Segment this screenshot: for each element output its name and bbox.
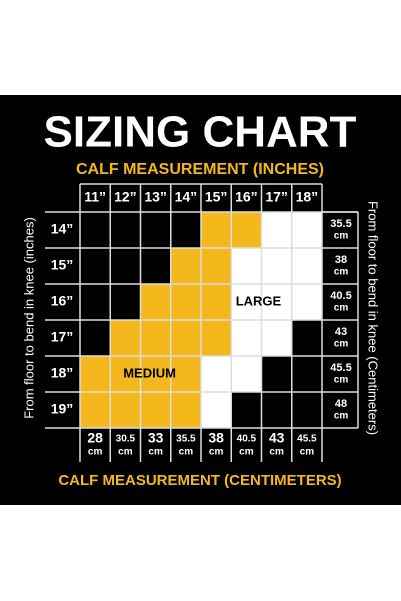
size-cell xyxy=(79,247,111,285)
column-cm-value: 40.5 xyxy=(237,434,257,445)
row-cm-value: 43 xyxy=(335,326,347,338)
size-cell xyxy=(230,283,262,321)
size-label: LARGE xyxy=(236,293,282,308)
row-cm-value: 35.5 xyxy=(330,218,351,230)
row-header: 18” xyxy=(51,365,74,381)
size-cell xyxy=(230,319,262,357)
size-cell xyxy=(140,319,172,357)
size-cell xyxy=(291,211,323,249)
row-header: 17” xyxy=(51,329,74,345)
footer: CALF MEASUREMENT (CENTIMETERS) xyxy=(58,472,341,489)
size-cell xyxy=(230,247,262,285)
size-cell xyxy=(79,211,111,249)
size-cell xyxy=(230,355,262,393)
column-cm-value: 38 xyxy=(208,430,224,446)
size-label: MEDIUM xyxy=(123,365,176,380)
column-header: 18” xyxy=(296,189,319,205)
size-cell xyxy=(140,247,172,285)
row-cm-value: 45.5 xyxy=(330,362,351,374)
size-cell xyxy=(79,283,111,321)
size-cell xyxy=(170,319,202,357)
column-cm-unit: cm xyxy=(118,447,133,458)
size-cell xyxy=(291,355,323,393)
size-cell xyxy=(261,247,293,285)
row-cm-unit: cm xyxy=(334,303,349,314)
column-cm-value: 45.5 xyxy=(297,434,317,445)
grid: 11” 12” 13” 14” 15” 16” 17” 18” 14” 15” 16” 17” 18” 1… xyxy=(45,183,359,462)
size-cell xyxy=(200,211,232,249)
size-cell xyxy=(200,283,232,321)
size-cell xyxy=(261,319,293,357)
column-cm-unit: cm xyxy=(148,447,163,458)
subtitle: CALF MEASUREMENT (INCHES) xyxy=(76,161,324,178)
size-cell xyxy=(140,211,172,249)
size-cell xyxy=(261,391,293,429)
row-header: 16” xyxy=(51,293,74,309)
size-cell xyxy=(109,355,141,393)
row-header: 15” xyxy=(51,257,74,273)
column-header: 13” xyxy=(144,189,167,205)
size-cell xyxy=(79,355,111,393)
column-header: 15” xyxy=(205,189,228,205)
column-header: 12” xyxy=(114,189,137,205)
column-cm-value: 43 xyxy=(269,430,285,446)
size-cell xyxy=(109,211,141,249)
column-header: 11” xyxy=(84,189,106,205)
row-cm-unit: cm xyxy=(334,339,349,350)
size-cell xyxy=(109,391,141,429)
column-cm-value: 33 xyxy=(148,430,164,446)
size-cell xyxy=(79,319,111,357)
size-cell xyxy=(170,211,202,249)
size-cell xyxy=(200,355,232,393)
size-cell xyxy=(140,283,172,321)
size-cell xyxy=(200,247,232,285)
size-cell xyxy=(230,391,262,429)
size-cell xyxy=(291,319,323,357)
column-cm-unit: cm xyxy=(209,447,224,458)
row-header: 19” xyxy=(51,401,74,417)
row-cm-unit: cm xyxy=(334,231,349,242)
column-header: 17” xyxy=(265,189,288,205)
row-cm-value: 38 xyxy=(335,254,347,266)
column-cm-unit: cm xyxy=(300,447,315,458)
column-cm-unit: cm xyxy=(269,447,284,458)
row-cm-value: 48 xyxy=(335,398,347,410)
size-cell xyxy=(200,391,232,429)
column-cm-value: 30.5 xyxy=(116,434,136,445)
row-cm-unit: cm xyxy=(334,267,349,278)
row-cm-unit: cm xyxy=(334,375,349,386)
size-cell xyxy=(230,211,262,249)
column-cm-unit: cm xyxy=(179,447,194,458)
size-cell xyxy=(170,247,202,285)
column-cm-unit: cm xyxy=(88,447,103,458)
row-header: 14” xyxy=(51,221,74,237)
size-cell xyxy=(140,391,172,429)
size-cell xyxy=(109,247,141,285)
size-cell xyxy=(291,283,323,321)
column-header: 14” xyxy=(175,189,198,205)
size-cell xyxy=(109,319,141,357)
size-cell xyxy=(170,283,202,321)
size-cell xyxy=(109,283,141,321)
column-header: 16” xyxy=(235,189,258,205)
row-cm-unit: cm xyxy=(334,411,349,422)
column-cm-unit: cm xyxy=(239,447,254,458)
size-cell xyxy=(261,355,293,393)
size-cell xyxy=(261,211,293,249)
left-axis-label: From floor to bend in knee (inches) xyxy=(21,217,36,419)
size-cell xyxy=(291,391,323,429)
right-axis-label: From floor to bend in knee (Centimeters) xyxy=(366,201,381,435)
size-cell xyxy=(79,391,111,429)
title: SIZING CHART xyxy=(44,108,357,157)
row-cm-value: 40.5 xyxy=(330,290,351,302)
size-cell xyxy=(170,391,202,429)
size-cell xyxy=(291,247,323,285)
column-cm-value: 35.5 xyxy=(176,434,196,445)
size-cell xyxy=(200,319,232,357)
column-cm-value: 28 xyxy=(87,430,103,446)
